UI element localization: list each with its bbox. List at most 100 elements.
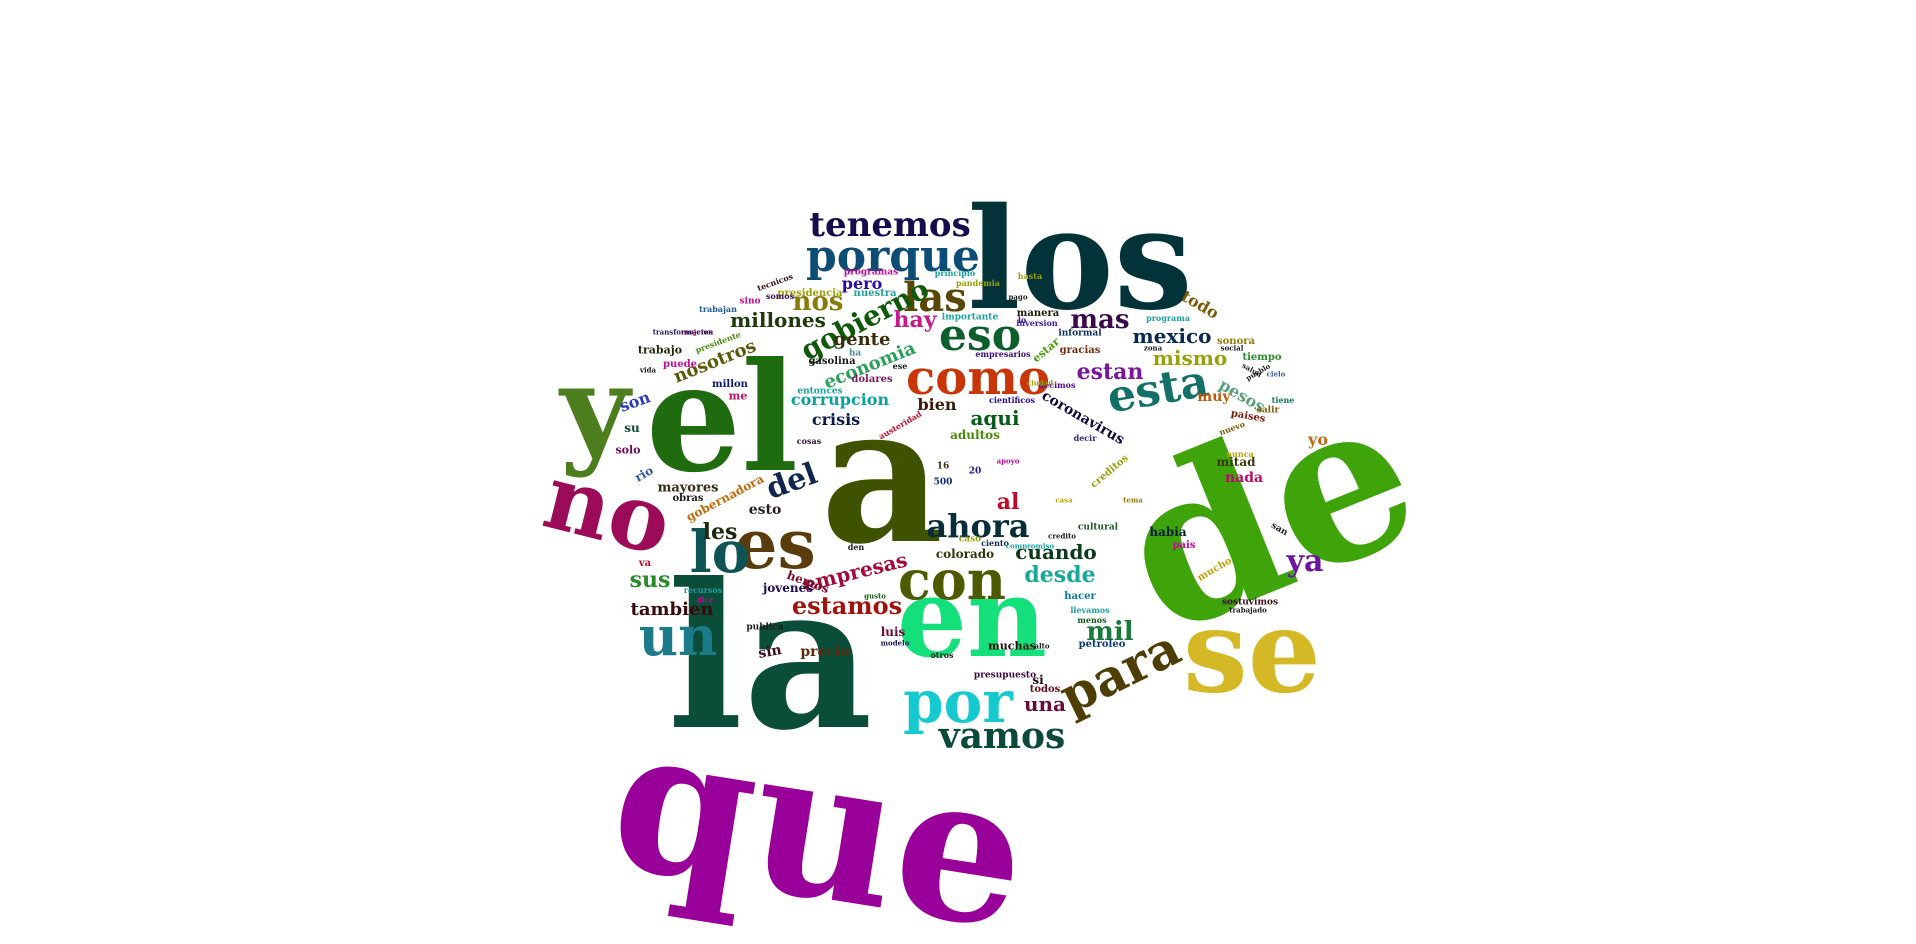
cloud-word: bien [917, 395, 957, 414]
cloud-word: ha [848, 348, 862, 359]
cloud-word: yo [1308, 430, 1328, 449]
cloud-word: va [638, 558, 652, 569]
cloud-word: adultos [950, 428, 1000, 442]
cloud-word: importante [941, 312, 999, 323]
cloud-word: puede [663, 359, 697, 370]
cloud-word: las [903, 274, 967, 321]
cloud-word: informal [1058, 328, 1102, 339]
cloud-word: vida [639, 365, 657, 375]
cloud-word: ciudad [1026, 378, 1054, 388]
cloud-word: mujeres [681, 327, 713, 337]
cloud-word: tiempo [1242, 352, 1282, 363]
cloud-word: crisis [811, 410, 861, 429]
cloud-word: por [903, 668, 1013, 736]
cloud-word: tenemos [809, 205, 971, 245]
cloud-word: programas [843, 267, 899, 278]
cloud-word: aqui [970, 406, 1020, 430]
cloud-word: cosas [796, 436, 822, 446]
cloud-word: mas [1070, 305, 1130, 335]
cloud-word: millon [712, 379, 748, 390]
cloud-word: nuestra [853, 288, 897, 299]
cloud-word: nada [1224, 470, 1264, 486]
cloud-word: casa [1055, 495, 1073, 505]
cloud-word: ya [1286, 544, 1324, 579]
cloud-word: vamos [938, 715, 1066, 757]
cloud-word: a [820, 363, 944, 586]
cloud-word: ahora [926, 507, 1030, 545]
cloud-word: muy [1197, 389, 1231, 405]
cloud-word: tambien [630, 599, 714, 620]
cloud-word: hay [893, 307, 937, 333]
cloud-word: esto [748, 502, 782, 518]
cloud-word: menos [1077, 615, 1107, 625]
cloud-word: compromiso [1005, 541, 1055, 551]
cloud-word: entonces [797, 386, 843, 397]
cloud-word: estamos [791, 591, 903, 620]
cloud-word: estan [1076, 359, 1144, 385]
cloud-word: programa [1146, 313, 1190, 323]
cloud-word: colorado [935, 547, 995, 561]
cloud-word: presidencia [777, 288, 843, 299]
cloud-word: sus [629, 567, 671, 593]
cloud-word: pago [1008, 292, 1028, 302]
cloud-word: trabajado [1229, 605, 1267, 615]
cloud-word: publica [746, 622, 784, 633]
cloud-word: habia [1149, 525, 1187, 539]
cloud-word: petroleo [1078, 639, 1126, 650]
cloud-word: pais [1172, 540, 1196, 551]
cloud-word: solo [615, 443, 641, 457]
cloud-word: el [645, 330, 799, 506]
cloud-word: alto [1034, 641, 1050, 651]
cloud-word: cuando [1015, 540, 1097, 564]
cloud-word: trabajo [637, 343, 683, 357]
cloud-word: hacer [1064, 591, 1096, 602]
cloud-word: mismo [1152, 346, 1228, 370]
cloud-word: como [905, 350, 1051, 406]
cloud-word: gracias [1059, 345, 1101, 356]
cloud-word: gasolina [808, 356, 856, 367]
cloud-word: en [897, 553, 1047, 682]
cloud-word: decimos [1038, 380, 1076, 390]
cloud-word: mil [1086, 617, 1134, 647]
cloud-word: sino [739, 296, 761, 307]
cloud-word: con [897, 548, 1007, 612]
cloud-word: la [667, 540, 873, 775]
cloud-word: un [638, 604, 718, 668]
cloud-word: sonora [1217, 336, 1255, 347]
cloud-word: apoyo [996, 456, 1020, 466]
cloud-word: credito [1048, 531, 1076, 541]
cloud-word: lo [1017, 315, 1027, 325]
cloud-word: social [1220, 343, 1244, 353]
cloud-word: 500 [933, 477, 953, 488]
cloud-word: su [624, 421, 640, 435]
cloud-word: jovenes [762, 581, 814, 595]
cloud-word: pandemia [956, 278, 1000, 288]
cloud-word: lo [689, 518, 751, 586]
cloud-word: es [734, 505, 816, 585]
cloud-word: cielo [1266, 369, 1286, 379]
cloud-word: corrupcion [790, 390, 890, 409]
cloud-word: obras [672, 493, 704, 504]
cloud-word: otros [930, 650, 954, 660]
cloud-word: trabajan [699, 304, 737, 314]
cloud-word: inversion [1016, 318, 1058, 328]
cloud-word: dice [696, 595, 714, 605]
cloud-word: si [1032, 673, 1044, 687]
cloud-word: decir [1073, 433, 1097, 443]
cloud-word: ciento [981, 538, 1009, 548]
cloud-word: presupuesto [973, 670, 1037, 681]
cloud-word: porque [805, 231, 981, 282]
cloud-word: los [967, 178, 1193, 342]
cloud-word: caso [958, 534, 982, 545]
cloud-word: todos [1029, 684, 1061, 695]
cloud-word: tiene [1271, 395, 1295, 405]
cloud-word: mayores [657, 480, 719, 496]
cloud-word: principio [934, 268, 976, 278]
cloud-word: cultural [1077, 522, 1119, 533]
cloud-word: una [1023, 692, 1067, 716]
cloud-word: sin [757, 642, 783, 662]
cloud-word: se [1183, 584, 1321, 720]
cloud-word: luis [880, 625, 906, 639]
cloud-word: llevamos [1070, 605, 1110, 615]
cloud-word: 20 [968, 466, 982, 477]
